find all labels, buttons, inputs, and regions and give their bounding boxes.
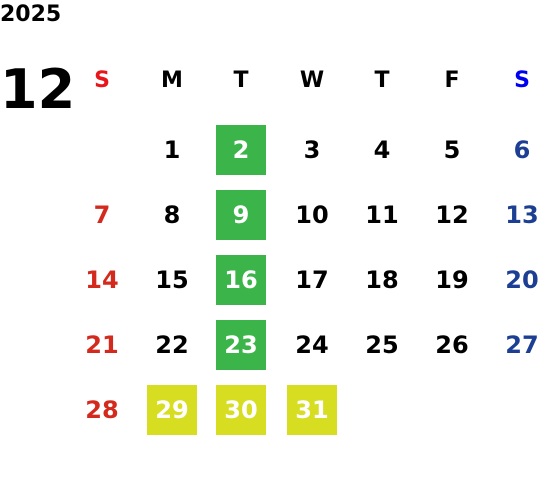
- highlighted-date: 16: [216, 255, 266, 305]
- date: 12: [435, 201, 469, 229]
- date: 17: [295, 266, 329, 294]
- weekday-header: F: [444, 67, 460, 93]
- weekday-header: T: [374, 67, 390, 93]
- weekday-header: T: [233, 67, 249, 93]
- weekday-header: W: [299, 67, 325, 93]
- date: 26: [435, 331, 469, 359]
- highlighted-date: 29: [147, 385, 197, 435]
- date: 15: [155, 266, 189, 294]
- weekday-header: M: [161, 67, 183, 93]
- highlighted-date: 31: [287, 385, 337, 435]
- highlighted-date: 9: [216, 190, 266, 240]
- date: 22: [155, 331, 189, 359]
- date: 19: [435, 266, 469, 294]
- date: 27: [505, 331, 539, 359]
- date: 14: [85, 266, 119, 294]
- year: 2025: [0, 2, 62, 27]
- date: 1: [163, 136, 181, 164]
- weekday-header: S: [514, 67, 530, 93]
- date: 7: [93, 201, 111, 229]
- highlighted-date: 23: [216, 320, 266, 370]
- date: 21: [85, 331, 119, 359]
- date: 25: [365, 331, 399, 359]
- date: 24: [295, 331, 329, 359]
- weekday-header: S: [94, 67, 110, 93]
- date: 3: [303, 136, 321, 164]
- highlighted-date: 30: [216, 385, 266, 435]
- date: 5: [443, 136, 461, 164]
- date: 10: [295, 201, 329, 229]
- date: 18: [365, 266, 399, 294]
- month: 12: [0, 58, 76, 121]
- date: 11: [365, 201, 399, 229]
- date: 20: [505, 266, 539, 294]
- date: 13: [505, 201, 539, 229]
- date: 8: [163, 201, 181, 229]
- date: 28: [85, 396, 119, 424]
- highlighted-date: 2: [216, 125, 266, 175]
- date: 4: [373, 136, 391, 164]
- date: 6: [513, 136, 531, 164]
